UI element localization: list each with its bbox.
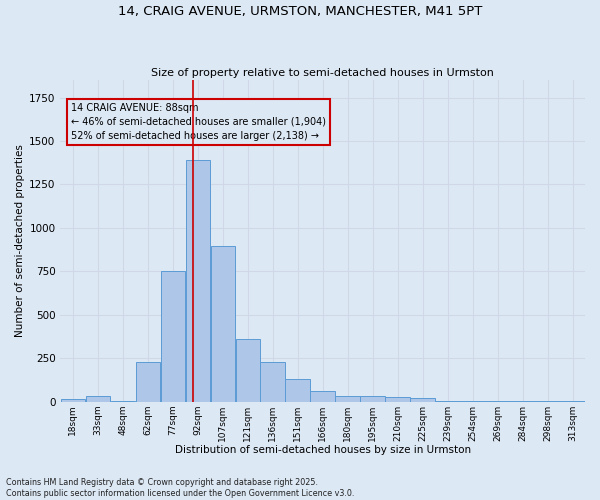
Bar bbox=[286, 379, 310, 402]
Bar bbox=[436, 401, 460, 402]
Y-axis label: Number of semi-detached properties: Number of semi-detached properties bbox=[15, 144, 25, 338]
Bar bbox=[361, 396, 385, 402]
Bar bbox=[110, 401, 135, 402]
Bar bbox=[86, 396, 110, 402]
Bar bbox=[560, 401, 585, 402]
Bar bbox=[260, 362, 285, 402]
Bar bbox=[310, 392, 335, 402]
Bar bbox=[410, 398, 435, 402]
Bar bbox=[136, 362, 160, 402]
Text: 14 CRAIG AVENUE: 88sqm
← 46% of semi-detached houses are smaller (1,904)
52% of : 14 CRAIG AVENUE: 88sqm ← 46% of semi-det… bbox=[71, 102, 326, 141]
Bar bbox=[485, 401, 510, 402]
X-axis label: Distribution of semi-detached houses by size in Urmston: Distribution of semi-detached houses by … bbox=[175, 445, 471, 455]
Bar bbox=[460, 401, 485, 402]
Bar bbox=[211, 246, 235, 402]
Text: Contains HM Land Registry data © Crown copyright and database right 2025.
Contai: Contains HM Land Registry data © Crown c… bbox=[6, 478, 355, 498]
Bar bbox=[535, 401, 560, 402]
Bar bbox=[161, 272, 185, 402]
Bar bbox=[185, 160, 210, 402]
Bar bbox=[236, 339, 260, 402]
Text: 14, CRAIG AVENUE, URMSTON, MANCHESTER, M41 5PT: 14, CRAIG AVENUE, URMSTON, MANCHESTER, M… bbox=[118, 5, 482, 18]
Bar bbox=[335, 396, 360, 402]
Bar bbox=[61, 399, 85, 402]
Bar bbox=[511, 401, 535, 402]
Bar bbox=[385, 398, 410, 402]
Title: Size of property relative to semi-detached houses in Urmston: Size of property relative to semi-detach… bbox=[151, 68, 494, 78]
